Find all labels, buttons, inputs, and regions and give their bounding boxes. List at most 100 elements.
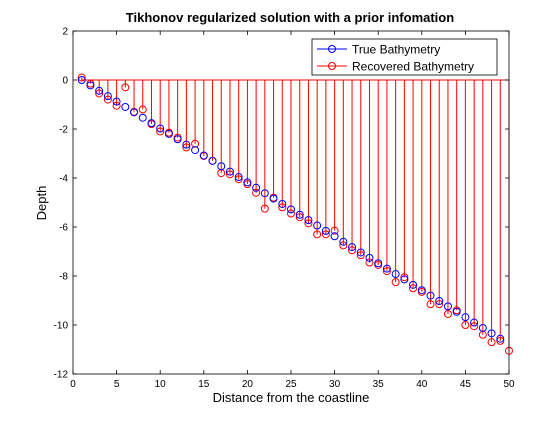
true-marker — [260, 189, 269, 198]
y-tick-label: -4 — [59, 174, 68, 185]
true-marker — [103, 92, 112, 101]
true-marker — [496, 334, 505, 343]
true-marker — [313, 221, 322, 230]
x-tick-label: 30 — [329, 379, 341, 390]
y-tick-label: -6 — [59, 223, 68, 234]
recovered-marker — [191, 139, 200, 148]
recovered-marker — [487, 338, 496, 347]
true-marker — [278, 199, 287, 208]
recovered-marker — [496, 336, 505, 345]
legend-entry-recovered: Recovered Bathymetry — [317, 60, 474, 74]
true-marker — [191, 146, 200, 155]
recovered-marker — [426, 300, 435, 309]
x-tick-label: 40 — [416, 379, 428, 390]
true-marker — [330, 232, 339, 241]
recovered-marker — [156, 127, 165, 136]
true-marker — [208, 156, 217, 165]
recovered-marker — [260, 204, 269, 213]
true-marker — [130, 108, 139, 117]
y-tick-label: 0 — [62, 76, 68, 87]
true-marker — [225, 167, 234, 176]
legend-recovered-label: Recovered Bathymetry — [352, 60, 474, 74]
recovered-marker — [95, 89, 104, 98]
true-marker — [461, 313, 470, 322]
x-tick-label: 15 — [198, 379, 210, 390]
true-marker — [365, 253, 374, 262]
x-tick-label: 50 — [503, 379, 515, 390]
recovered-marker — [348, 246, 357, 255]
recovered-marker — [470, 322, 479, 331]
true-marker — [138, 113, 147, 122]
true-marker — [356, 248, 365, 257]
y-tick-label: 2 — [62, 27, 68, 38]
true-marker — [487, 329, 496, 338]
true-marker — [95, 86, 104, 95]
true-marker — [243, 178, 252, 187]
true-marker — [478, 323, 487, 332]
true-marker — [182, 140, 191, 149]
recovered-marker — [409, 284, 418, 293]
recovered-marker — [330, 226, 339, 235]
true-marker — [199, 151, 208, 160]
legend-true-marker-icon — [328, 45, 336, 53]
true-marker — [77, 76, 86, 84]
recovered-marker — [443, 309, 452, 318]
recovered-marker — [321, 230, 330, 239]
stems-layer — [81, 77, 510, 351]
true-marker — [234, 173, 243, 182]
y-tick-label: -8 — [59, 272, 68, 283]
true-marker — [304, 216, 313, 225]
true-marker — [382, 264, 391, 273]
recovered-marker — [400, 273, 409, 282]
x-tick-label: 0 — [70, 379, 76, 390]
recovered-marker — [295, 213, 304, 222]
true-marker — [156, 124, 165, 133]
x-axis-label: Distance from the coastline — [213, 390, 370, 405]
chart-title: Tikhonov regularized solution with a pri… — [126, 10, 454, 25]
x-tick-label: 5 — [114, 379, 120, 390]
y-tick-label: -2 — [59, 125, 68, 136]
x-tick-label: 35 — [373, 379, 385, 390]
x-tick-label: 10 — [155, 379, 167, 390]
legend-true-label: True Bathymetry — [352, 43, 440, 57]
recovered-marker — [234, 175, 243, 184]
x-tick-label: 20 — [242, 379, 254, 390]
true-marker — [112, 97, 121, 106]
true-marker — [164, 129, 173, 138]
true-marker — [435, 296, 444, 305]
recovered-marker — [365, 258, 374, 267]
true-marker — [417, 286, 426, 295]
legend-recovered-marker-icon — [328, 62, 336, 70]
true-marker — [426, 291, 435, 300]
true-marker — [86, 81, 95, 90]
recovered-marker — [391, 278, 400, 287]
x-tick-label: 45 — [460, 379, 472, 390]
recovered-marker — [138, 105, 147, 114]
recovered-marker — [112, 101, 121, 110]
true-marker — [295, 210, 304, 219]
y-tick-label: -12 — [54, 370, 69, 381]
true-marker — [400, 275, 409, 284]
recovered-marker — [225, 170, 234, 179]
y-tick-label: -10 — [54, 321, 69, 332]
legend-box — [311, 38, 498, 76]
true-marker — [339, 237, 348, 246]
true-marker — [374, 259, 383, 268]
recovered-marker — [278, 203, 287, 212]
recovered-marker — [287, 209, 295, 218]
recovered-marker — [182, 143, 191, 152]
true-marker — [409, 280, 418, 289]
true-marker — [287, 205, 295, 214]
recovered-marker — [77, 73, 86, 82]
recovered-marker — [339, 241, 348, 250]
true-marker — [443, 302, 452, 311]
x-tick-label: 25 — [285, 379, 297, 390]
true-marker — [452, 307, 461, 316]
legend: True Bathymetry Recovered Bathymetry — [311, 38, 498, 76]
true-marker — [348, 243, 357, 252]
true-marker — [121, 102, 130, 111]
recovered-marker — [103, 95, 112, 104]
